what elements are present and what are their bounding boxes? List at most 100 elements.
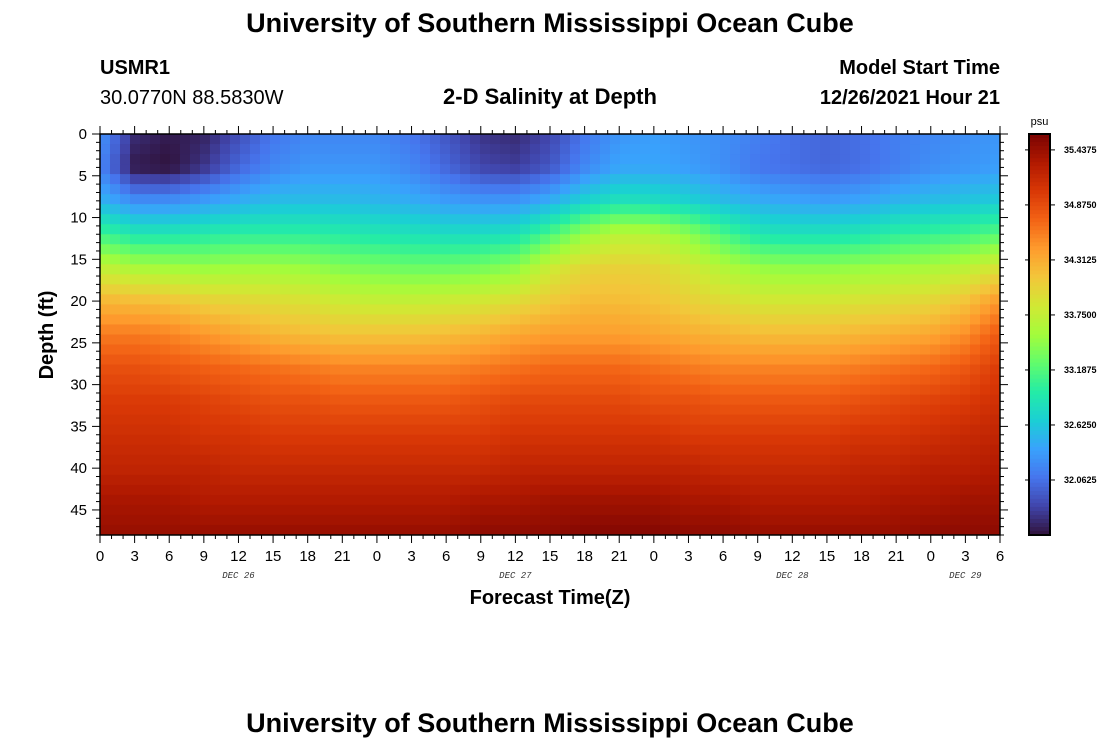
heatmap-cell: [150, 234, 161, 245]
heatmap-cell: [340, 264, 351, 275]
heatmap-cell: [530, 144, 541, 155]
heatmap-cell: [580, 394, 591, 406]
colorbar-segment: [1029, 294, 1050, 300]
heatmap-cell: [430, 134, 441, 145]
heatmap-cell: [550, 424, 561, 436]
heatmap-cell: [330, 194, 341, 205]
heatmap-cell: [710, 414, 721, 426]
heatmap-cell: [750, 134, 761, 145]
heatmap-cell: [580, 294, 591, 306]
heatmap-cell: [840, 464, 851, 476]
heatmap-cell: [870, 524, 881, 535]
heatmap-cell: [470, 334, 481, 346]
heatmap-cell: [510, 404, 521, 416]
heatmap-cell: [140, 224, 151, 235]
heatmap-cell: [700, 244, 711, 255]
heatmap-cell: [710, 224, 721, 235]
heatmap-cell: [100, 194, 111, 205]
heatmap-cell: [380, 364, 391, 376]
heatmap-cell: [630, 354, 641, 366]
heatmap-cell: [430, 404, 441, 416]
heatmap-cell: [400, 384, 411, 396]
heatmap-cell: [540, 324, 551, 336]
heatmap-cell: [410, 464, 421, 476]
heatmap-cell: [410, 424, 421, 436]
heatmap-cell: [880, 184, 891, 195]
heatmap-cell: [670, 194, 681, 205]
heatmap-cell: [970, 244, 981, 255]
heatmap-cell: [810, 264, 821, 275]
heatmap-cell: [780, 284, 791, 295]
heatmap-cell: [470, 344, 481, 356]
heatmap-cell: [210, 394, 221, 406]
heatmap-cell: [580, 514, 591, 526]
heatmap-cell: [160, 524, 171, 535]
x-tick-label: 6: [996, 548, 1004, 565]
heatmap-cell: [500, 204, 511, 215]
heatmap-cell: [270, 154, 281, 165]
heatmap-cell: [570, 414, 581, 426]
heatmap-cell: [550, 144, 561, 155]
heatmap-cell: [420, 494, 431, 506]
heatmap-cell: [120, 364, 131, 376]
heatmap-cell: [880, 444, 891, 456]
heatmap-cell: [170, 174, 181, 185]
heatmap-cell: [430, 284, 441, 295]
heatmap-cell: [630, 334, 641, 346]
heatmap-cell: [180, 394, 191, 406]
heatmap-cell: [950, 434, 961, 446]
heatmap-cell: [560, 254, 571, 265]
heatmap-cell: [970, 404, 981, 416]
heatmap-cell: [530, 204, 541, 215]
heatmap-cell: [130, 194, 141, 205]
heatmap-cell: [290, 394, 301, 406]
heatmap-cell: [720, 244, 731, 255]
heatmap-cell: [940, 234, 951, 245]
heatmap-cell: [540, 374, 551, 386]
heatmap-cell: [520, 244, 531, 255]
heatmap-cell: [470, 454, 481, 466]
heatmap-cell: [320, 324, 331, 336]
heatmap-cell: [110, 274, 121, 285]
heatmap-cell: [680, 424, 691, 436]
heatmap-cell: [290, 224, 301, 235]
heatmap-cell: [140, 344, 151, 356]
heatmap-cell: [270, 404, 281, 416]
heatmap-cell: [600, 344, 611, 356]
colorbar-segment: [1029, 282, 1050, 287]
heatmap-cell: [380, 244, 391, 255]
heatmap-cell: [220, 514, 231, 526]
heatmap-cell: [540, 144, 551, 155]
heatmap-cell: [290, 344, 301, 356]
heatmap-cell: [260, 494, 271, 506]
heatmap-cell: [980, 444, 991, 456]
heatmap-cell: [470, 394, 481, 406]
heatmap-cell: [770, 304, 781, 316]
heatmap-cell: [870, 174, 881, 185]
heatmap-cell: [980, 164, 991, 175]
heatmap-cell: [320, 174, 331, 185]
heatmap-cell: [790, 374, 801, 386]
heatmap-cell: [290, 264, 301, 275]
heatmap-cell: [830, 344, 841, 356]
heatmap-cell: [130, 164, 141, 175]
heatmap-cell: [440, 234, 451, 245]
heatmap-cell: [870, 254, 881, 265]
heatmap-cell: [120, 374, 131, 386]
heatmap-cell: [960, 174, 971, 185]
heatmap-cell: [170, 384, 181, 396]
heatmap-cell: [150, 394, 161, 406]
heatmap-cell: [380, 294, 391, 306]
heatmap-cell: [720, 164, 731, 175]
heatmap-cell: [290, 364, 301, 376]
heatmap-cell: [810, 154, 821, 165]
heatmap-cell: [680, 174, 691, 185]
heatmap-cell: [550, 224, 561, 235]
heatmap-cell: [810, 514, 821, 526]
heatmap-cell: [150, 264, 161, 275]
heatmap-cell: [200, 324, 211, 336]
heatmap-cell: [750, 294, 761, 306]
heatmap-cell: [350, 394, 361, 406]
heatmap-cell: [560, 444, 571, 456]
heatmap-cell: [870, 454, 881, 466]
